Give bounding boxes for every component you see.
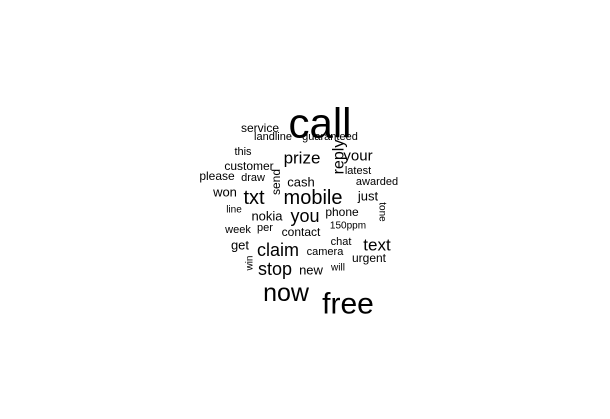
word-get: get xyxy=(231,238,249,253)
word-txt: txt xyxy=(243,187,265,209)
word-150ppm: 150ppm xyxy=(330,221,366,232)
word-awarded: awarded xyxy=(356,176,398,188)
word-cash: cash xyxy=(287,175,314,190)
word-just: just xyxy=(357,189,379,204)
word-camera: camera xyxy=(307,246,345,258)
word-win: win xyxy=(245,255,256,271)
word-this: this xyxy=(234,146,252,158)
word-won: won xyxy=(212,185,237,200)
word-send: send xyxy=(269,169,283,195)
word-mobile: mobile xyxy=(284,187,343,209)
word-prize: prize xyxy=(284,149,321,168)
word-draw: draw xyxy=(241,172,265,184)
word-you: you xyxy=(290,206,319,226)
word-tone: tone xyxy=(377,202,388,222)
word-please: please xyxy=(199,169,235,183)
word-line: line xyxy=(226,205,242,216)
word-new: new xyxy=(299,263,323,278)
word-free: free xyxy=(322,288,374,321)
word-latest: latest xyxy=(345,165,371,177)
word-will: will xyxy=(330,263,345,274)
word-week: week xyxy=(224,224,251,236)
word-call: call xyxy=(288,100,351,147)
word-your: your xyxy=(343,148,372,165)
word-phone: phone xyxy=(325,205,359,219)
word-customer: customer xyxy=(224,159,273,173)
word-contact: contact xyxy=(282,225,321,239)
word-text: text xyxy=(363,236,391,255)
word-landline: landline xyxy=(254,131,292,143)
word-urgent: urgent xyxy=(352,251,387,265)
word-reply: reply xyxy=(331,140,348,175)
word-stop: stop xyxy=(258,259,292,279)
word-now: now xyxy=(263,279,310,307)
word-claim: claim xyxy=(257,240,299,260)
word-guaranteed: guaranteed xyxy=(302,131,358,143)
word-service: service xyxy=(241,121,279,135)
word-chat: chat xyxy=(331,236,352,248)
word-nokia: nokia xyxy=(251,209,283,224)
word-per: per xyxy=(257,222,273,234)
